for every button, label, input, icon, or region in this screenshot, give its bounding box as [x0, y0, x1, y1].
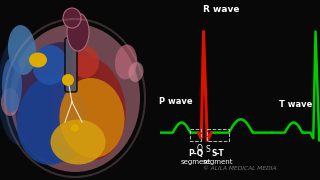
Text: P-Q: P-Q	[188, 149, 204, 158]
Ellipse shape	[60, 78, 124, 158]
Ellipse shape	[8, 25, 36, 75]
Ellipse shape	[29, 53, 47, 68]
Ellipse shape	[1, 88, 19, 116]
Ellipse shape	[2, 57, 22, 112]
Circle shape	[71, 124, 79, 132]
Ellipse shape	[0, 35, 43, 145]
Ellipse shape	[50, 56, 126, 160]
Ellipse shape	[15, 42, 105, 162]
Ellipse shape	[17, 75, 87, 165]
Text: © ALILA MEDICAL MEDIA: © ALILA MEDICAL MEDIA	[203, 166, 277, 171]
Text: segment: segment	[180, 159, 211, 165]
Text: segment: segment	[203, 159, 233, 165]
Ellipse shape	[71, 46, 99, 78]
Text: P wave: P wave	[159, 97, 193, 106]
Ellipse shape	[10, 24, 140, 172]
Text: R wave: R wave	[203, 5, 239, 14]
Circle shape	[62, 74, 74, 86]
Ellipse shape	[51, 120, 106, 165]
Ellipse shape	[32, 45, 68, 85]
Ellipse shape	[67, 13, 89, 51]
Text: Q: Q	[197, 144, 203, 153]
Ellipse shape	[115, 44, 137, 79]
Ellipse shape	[128, 62, 144, 82]
FancyBboxPatch shape	[65, 38, 77, 92]
Text: S-T: S-T	[212, 149, 224, 158]
Text: T wave: T wave	[279, 100, 313, 109]
Ellipse shape	[63, 8, 81, 28]
Text: S: S	[206, 145, 211, 154]
